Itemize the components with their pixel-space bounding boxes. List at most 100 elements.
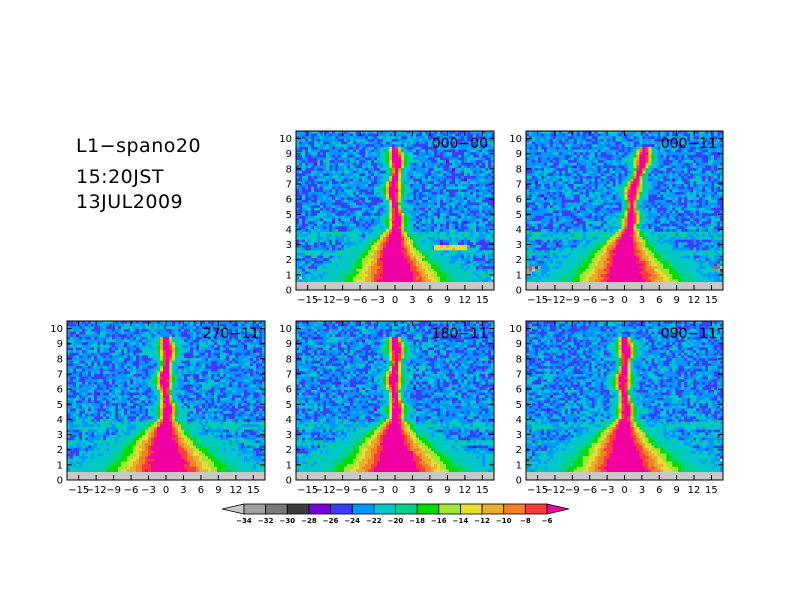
y-tick-label: 8 [57,354,63,365]
x-tick-label: −9 [565,295,580,306]
y-tick-label: 0 [57,476,63,487]
x-tick-label: 6 [656,485,662,496]
y-tick-label: 5 [57,400,63,411]
colorbar-box [374,504,396,514]
colorbar-label: −32 [258,517,274,525]
y-tick-label: 10 [279,134,292,145]
panel-title: 180−11 [432,326,488,342]
colorbar-box [396,504,418,514]
y-tick-label: 7 [286,370,292,381]
y-tick-label: 1 [286,270,292,281]
x-tick-label: 3 [409,485,415,496]
x-tick-label: 12 [688,295,701,306]
colorbar-label: −8 [520,517,531,525]
colorbar-arrow-low [222,504,244,514]
colorbar-box [439,504,461,514]
y-tick-label: 7 [516,370,522,381]
x-tick-label: 9 [673,485,679,496]
colorbar-label: −14 [453,517,469,525]
x-tick-label: 0 [163,485,169,496]
y-tick-label: 4 [286,225,292,236]
y-tick-label: 6 [516,195,522,206]
colorbar: −34 −32 −30 −28 −26 −24 −22 −20 −18 −16 −14 −12 −10−… [222,504,569,525]
x-tick-label: 9 [673,295,679,306]
x-tick-label: −3 [600,485,615,496]
x-tick-label: 6 [656,295,662,306]
panel-title: 000−11 [661,136,717,152]
x-tick-label: −9 [335,295,350,306]
y-tick-label: 1 [57,460,63,471]
colorbar-label: −20 [388,517,404,525]
colorbar-box [352,504,374,514]
y-tick-label: 4 [516,225,522,236]
x-tick-label: 12 [459,295,472,306]
colorbar-box [244,504,266,514]
y-tick-label: 2 [516,255,522,266]
y-tick-label: 3 [286,430,292,441]
x-tick-label: −3 [370,295,385,306]
y-tick-label: 9 [516,149,522,160]
y-tick-label: 9 [516,339,522,350]
y-tick-label: 8 [286,164,292,175]
x-tick-label: −6 [353,485,368,496]
y-tick-label: 0 [286,286,292,297]
colorbar-label: −12 [474,517,490,525]
heatmap-field [296,131,494,290]
x-tick-label: 0 [621,485,627,496]
x-tick-label: 3 [639,295,645,306]
colorbar-box [482,504,504,514]
colorbar-label: −22 [366,517,382,525]
x-tick-label: −12 [544,485,565,496]
x-tick-label: −12 [315,485,336,496]
x-tick-label: −9 [565,485,580,496]
x-tick-label: 3 [409,295,415,306]
y-tick-label: 3 [516,430,522,441]
colorbar-box [266,504,288,514]
panel-title: 090−11 [661,326,717,342]
y-tick-label: 5 [286,400,292,411]
y-tick-label: 10 [50,324,63,335]
y-tick-label: 8 [516,354,522,365]
colorbar-label: −16 [431,517,447,525]
colorbar-box [525,504,547,514]
y-tick-label: 9 [57,339,63,350]
colorbar-label: −6 [542,517,553,525]
x-tick-label: −6 [353,295,368,306]
y-tick-label: 10 [509,134,522,145]
panel-title: 270−11 [203,326,259,342]
x-tick-label: 6 [427,295,433,306]
panel-title: 000−00 [432,136,488,152]
x-tick-label: −12 [544,295,565,306]
colorbar-label: −34 [236,517,252,525]
y-tick-label: 5 [516,400,522,411]
y-tick-label: 6 [286,195,292,206]
y-tick-label: 3 [516,240,522,251]
y-tick-label: 8 [286,354,292,365]
x-tick-label: 3 [180,485,186,496]
y-tick-label: 8 [516,164,522,175]
y-tick-label: 0 [516,476,522,487]
heatmap-field [296,321,494,480]
y-tick-label: 6 [57,385,63,396]
y-tick-label: 4 [286,415,292,426]
x-tick-label: −3 [370,485,385,496]
x-tick-label: 15 [705,295,718,306]
y-tick-label: 3 [57,430,63,441]
heatmap-field [526,321,723,480]
y-tick-label: 1 [286,460,292,471]
x-tick-label: −3 [600,295,615,306]
y-tick-label: 2 [57,445,63,456]
colorbar-label: −18 [409,517,425,525]
y-tick-label: 6 [516,385,522,396]
x-tick-label: −6 [582,485,597,496]
colorbar-label: −24 [344,517,360,525]
colorbar-box [309,504,331,514]
x-tick-label: 0 [392,295,398,306]
y-tick-label: 9 [286,149,292,160]
colorbar-label: −28 [301,517,317,525]
x-tick-label: 3 [639,485,645,496]
y-tick-label: 5 [516,210,522,221]
